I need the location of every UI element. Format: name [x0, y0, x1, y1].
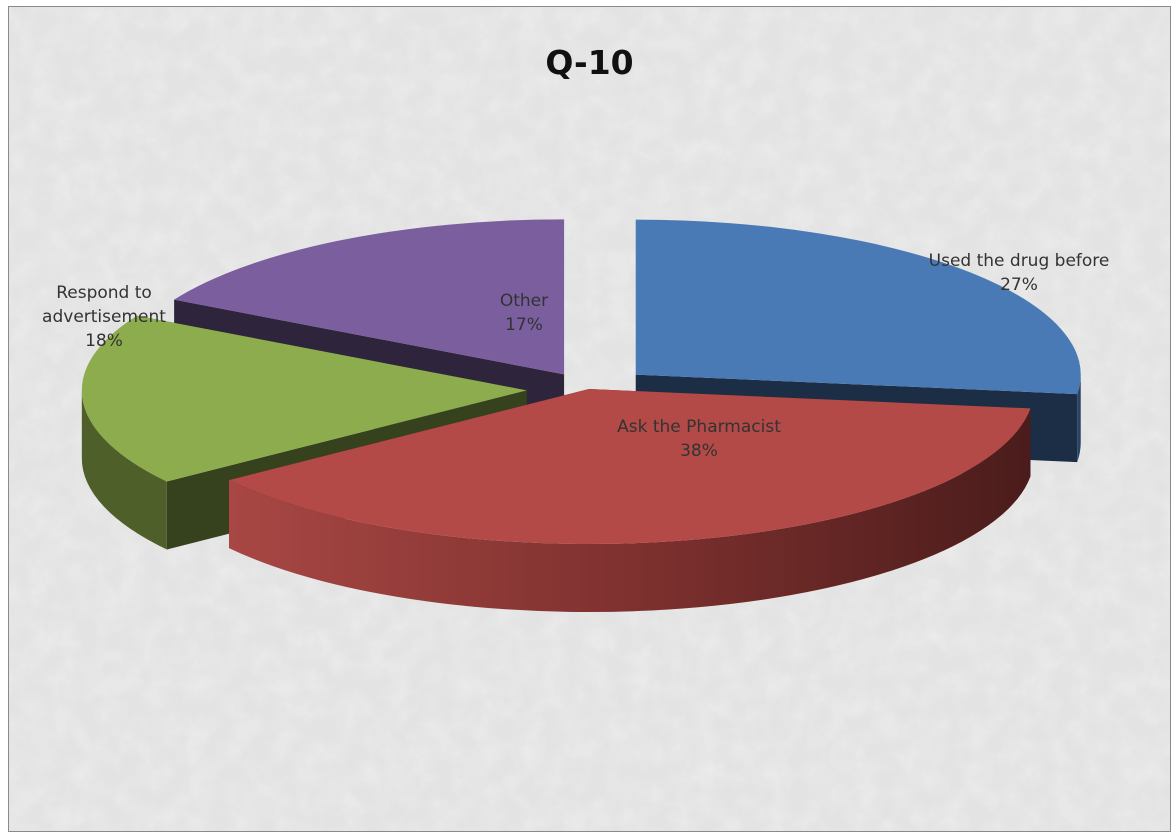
data-label-used-drug-value: 27% [1000, 275, 1038, 295]
data-label-respond-line1: Respond to [56, 283, 152, 303]
chart-area: Q-10 Used the drug before 27% Ask the Ph… [8, 6, 1171, 832]
data-label-used-drug: Used the drug before 27% [889, 249, 1149, 297]
pie-chart [81, 219, 1081, 612]
pie-slice-used-drug-side-0 [1077, 374, 1081, 463]
pie-slice-ask-pharmacist-side-0 [228, 408, 1031, 612]
pie-slice-respond-advertisement-top [81, 315, 527, 482]
pie-slice-other-top [174, 219, 565, 375]
data-label-respond-value: 18% [85, 331, 123, 351]
data-label-ask-pharmacist: Ask the Pharmacist 38% [569, 415, 829, 463]
data-label-other-category: Other [499, 291, 549, 311]
pie-slice-respond-advertisement-side-0 [81, 390, 167, 550]
data-label-other: Other 17% [449, 289, 599, 337]
pie-slice-used-drug-top [635, 219, 1081, 395]
data-label-respond-line2: advertisement [42, 307, 166, 327]
data-label-used-drug-category: Used the drug before [928, 251, 1110, 271]
data-label-ask-pharmacist-value: 38% [680, 441, 718, 461]
pie-slice-ask-pharmacist-top [228, 389, 1031, 544]
pie-slice-ask-pharmacist [228, 389, 1031, 612]
chart-title: Q-10 [545, 43, 634, 82]
data-label-respond-advertisement: Respond to advertisement 18% [9, 281, 199, 353]
data-label-ask-pharmacist-category: Ask the Pharmacist [617, 417, 781, 437]
data-label-other-value: 17% [505, 315, 543, 335]
